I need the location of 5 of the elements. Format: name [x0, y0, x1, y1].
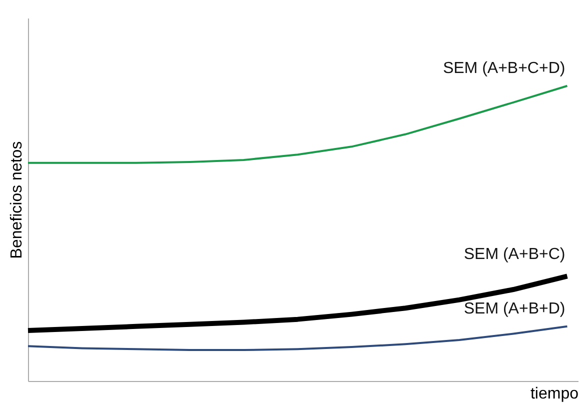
x-axis-title: tiempo	[530, 386, 579, 402]
y-axis-title: Beneficios netos	[8, 141, 26, 259]
series-label: SEM (A+B+C+D)	[442, 60, 566, 77]
series-label: SEM (A+B+D)	[464, 300, 566, 318]
series-label: SEM (A+B+C)	[464, 246, 566, 264]
